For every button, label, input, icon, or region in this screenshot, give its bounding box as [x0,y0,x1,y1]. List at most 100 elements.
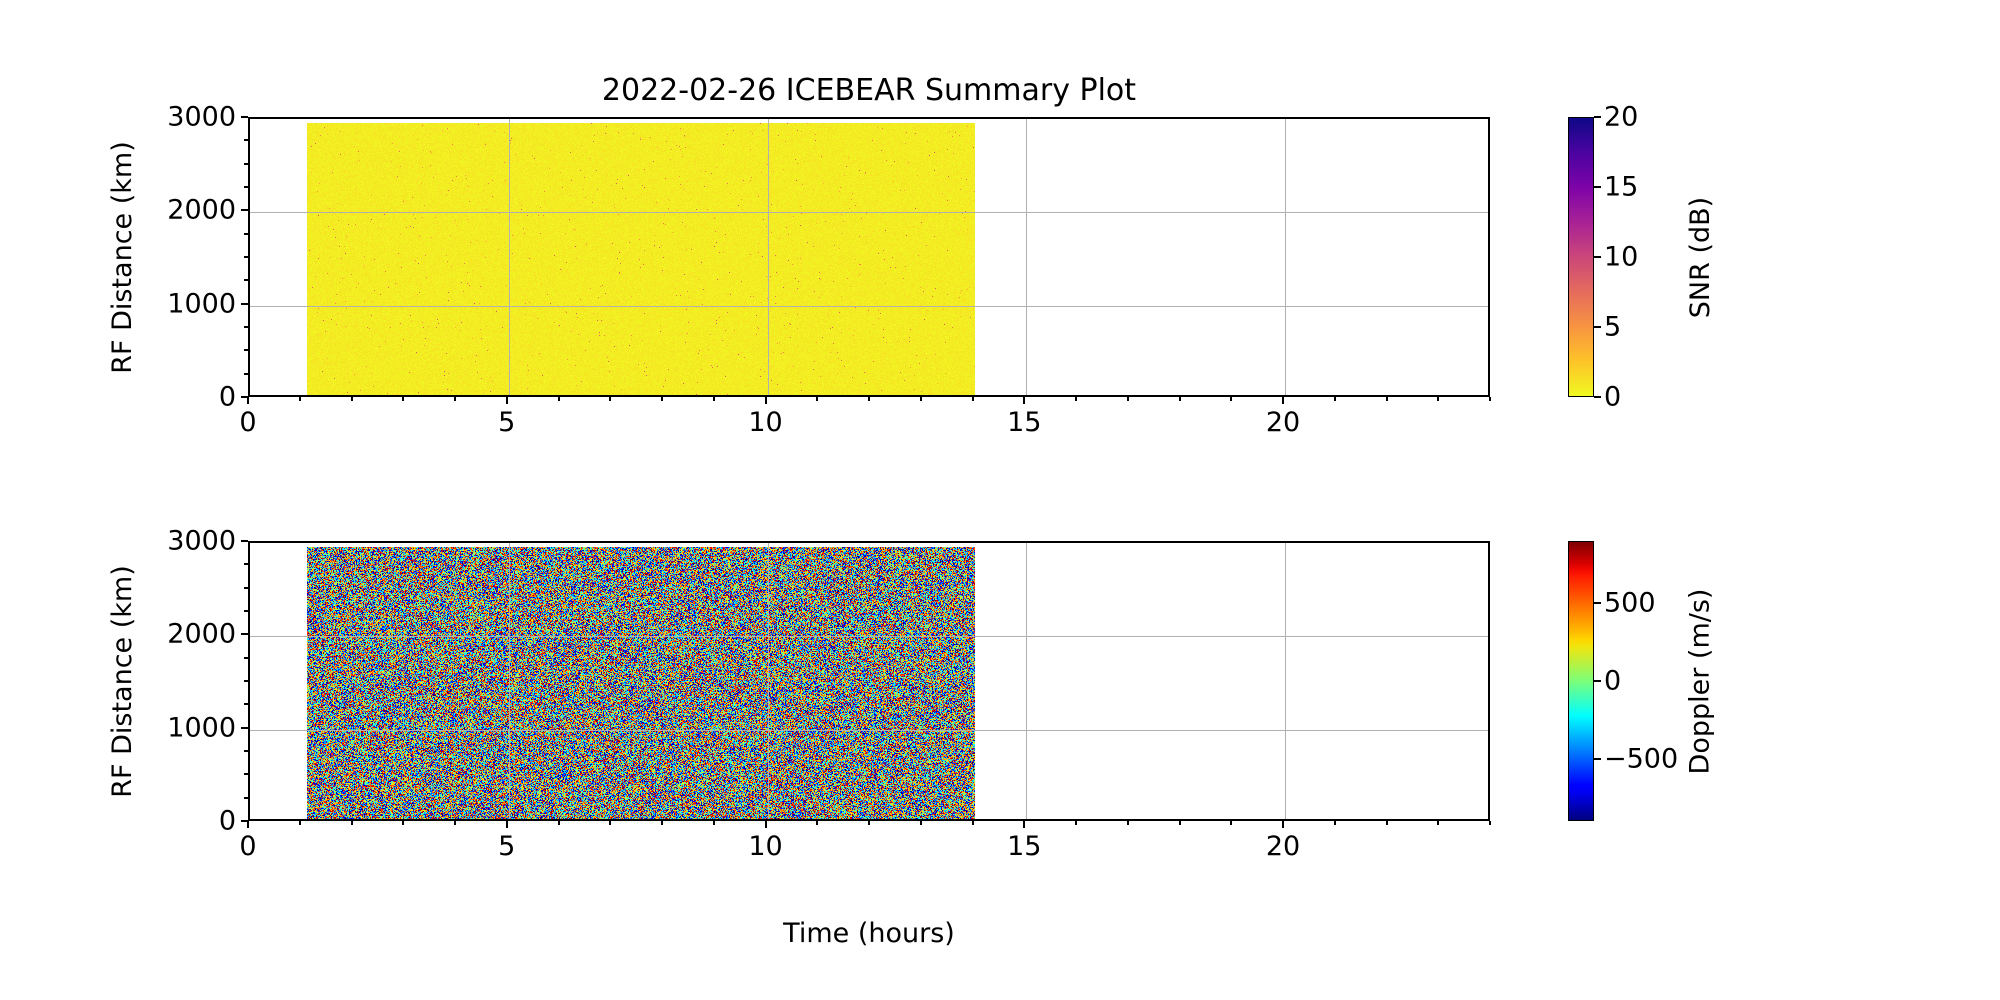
colorbar-tick-label: 0 [1604,665,1622,697]
y-tick-major [241,116,248,118]
y-tick-minor [244,139,248,142]
y-tick-minor [244,349,248,352]
y-tick-label: 3000 [167,101,236,133]
doppler-heatmap-image [306,546,975,819]
colorbar-tick [1594,116,1601,118]
x-tick-minor [661,397,663,401]
y-tick-minor [244,703,248,706]
colorbar-tick-label: 10 [1604,241,1639,273]
x-tick-label: 10 [748,831,783,862]
x-tick-minor [919,397,922,401]
colorbar-tick [1594,757,1601,760]
x-tick-major [247,821,249,828]
x-tick-minor [1333,397,1336,401]
x-tick-major [1023,821,1026,828]
x-tick-major [505,397,508,404]
x-tick-major [764,821,767,828]
x-tick-minor [971,397,974,401]
x-tick-label: 10 [748,407,783,438]
y-tick-major [241,396,248,398]
x-tick-minor [1178,821,1181,825]
gridline-vertical [1285,119,1286,395]
gridline-horizontal [250,729,1488,731]
x-tick-minor [712,821,715,825]
x-tick-minor [350,397,353,401]
y-tick-major [241,633,248,636]
x-tick-minor [1230,821,1233,825]
x-tick-minor [454,397,456,401]
x-tick-major [247,397,249,404]
x-tick-minor [350,821,353,825]
x-tick-major [1023,397,1026,404]
colorbar-tick-label: 20 [1604,101,1639,133]
gridline-vertical [508,119,510,395]
x-tick-minor [1489,821,1491,825]
x-tick-minor [1230,397,1233,401]
y-tick-label: 0 [218,805,236,837]
colorbar-tick [1594,256,1601,258]
colorbar-tick [1594,186,1601,188]
gridline-vertical [1026,119,1028,395]
y-tick-minor [244,750,248,752]
x-tick-minor [868,397,870,401]
y-tick-minor [244,279,248,282]
x-tick-minor [298,397,301,401]
x-tick-minor [609,821,612,825]
y-tick-minor [244,232,248,235]
doppler-colorbar [1568,541,1594,821]
x-tick-major [1282,397,1284,404]
x-tick-minor [1437,397,1440,401]
snr-colorbar-label: SNR (dB) [1684,196,1716,318]
y-tick-minor [244,680,248,682]
x-tick-label: 15 [1007,407,1042,438]
y-tick-major [241,209,248,212]
y-tick-label: 2000 [167,618,236,650]
colorbar-tick-label: 5 [1604,311,1622,343]
y-tick-minor [244,656,248,659]
colorbar-tick-label: −500 [1604,743,1679,775]
y-tick-label: 1000 [167,288,236,320]
snr-heatmap-image [306,122,975,395]
page-title: 2022-02-26 ICEBEAR Summary Plot [601,73,1137,108]
y-tick-minor [244,796,248,799]
x-tick-minor [1126,821,1129,825]
x-tick-minor [1489,397,1491,401]
x-tick-minor [1075,821,1077,825]
x-tick-minor [919,821,922,825]
x-tick-minor [661,821,663,825]
doppler-y-axis-label: RF Distance (km) [106,564,138,798]
y-tick-label: 3000 [167,525,236,557]
x-tick-minor [971,821,974,825]
x-tick-minor [1385,397,1388,401]
colorbar-tick [1594,680,1601,682]
x-tick-minor [712,397,715,401]
y-tick-minor [244,586,248,589]
gridline-vertical [508,543,510,819]
x-tick-label: 5 [498,831,516,862]
gridline-vertical [1285,543,1286,819]
x-tick-label: 0 [239,407,257,438]
y-tick-major [241,726,248,729]
y-tick-minor [244,256,248,258]
doppler-plot-axes [248,541,1490,821]
doppler-colorbar-label: Doppler (m/s) [1684,588,1716,774]
colorbar-tick [1594,396,1601,398]
x-tick-label: 20 [1265,407,1301,438]
colorbar-tick-label: 0 [1604,381,1622,413]
x-tick-minor [1178,397,1181,401]
x-tick-label: 5 [498,407,516,438]
x-tick-minor [1437,821,1440,825]
gridline-horizontal [250,305,1488,307]
y-tick-major [241,302,248,305]
x-tick-minor [1126,397,1129,401]
gridline-horizontal [250,636,1488,638]
x-tick-minor [298,821,301,825]
x-tick-minor [557,821,560,825]
x-tick-minor [816,821,819,825]
y-tick-label: 0 [218,381,236,413]
y-tick-minor [244,326,248,328]
gridline-vertical [767,543,769,819]
x-tick-label: 15 [1007,831,1042,862]
x-tick-major [505,821,508,828]
